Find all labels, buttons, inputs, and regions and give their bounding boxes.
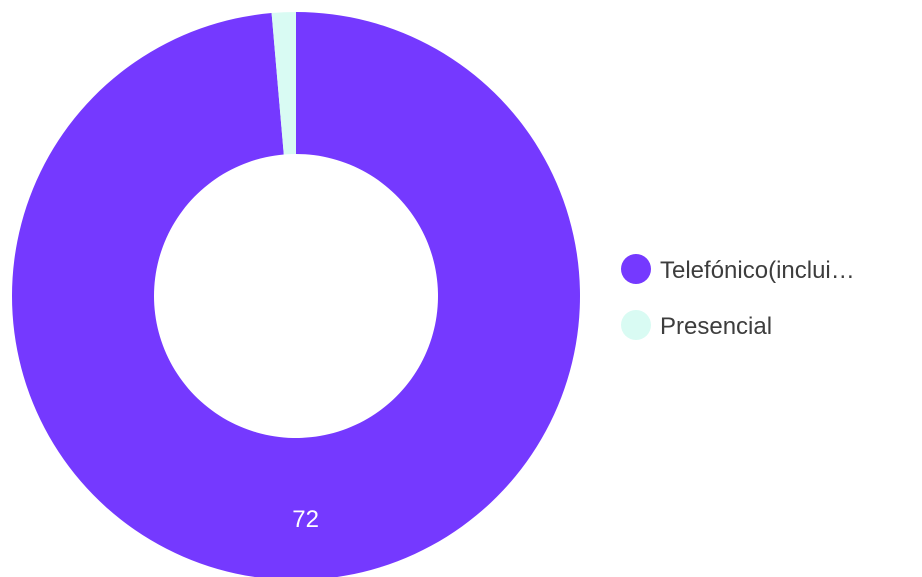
legend-swatch [621,254,651,284]
legend-swatch [621,310,651,340]
legend-item[interactable]: Presencial [621,310,772,340]
legend-item[interactable]: Telefónico(inclui… [621,254,855,284]
legend-label: Presencial [660,313,772,340]
donut-value-labels: 72 [292,506,319,533]
legend: Telefónico(inclui… Presencial [621,254,855,340]
donut-slice[interactable] [271,12,296,155]
slice-value-label: 72 [292,506,319,533]
legend-label: Telefónico(inclui… [660,257,855,284]
donut-slice[interactable] [12,12,580,577]
donut-slices [12,12,580,577]
